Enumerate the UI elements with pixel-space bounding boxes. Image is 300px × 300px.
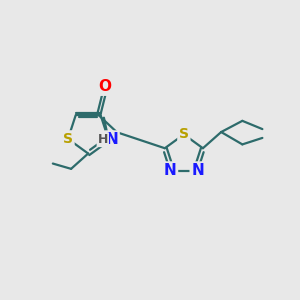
- Text: S: S: [179, 128, 189, 141]
- Text: N: N: [105, 132, 118, 147]
- Text: N: N: [164, 163, 176, 178]
- Text: H: H: [98, 133, 108, 146]
- Text: N: N: [191, 163, 204, 178]
- Text: S: S: [63, 132, 73, 146]
- Text: O: O: [98, 79, 111, 94]
